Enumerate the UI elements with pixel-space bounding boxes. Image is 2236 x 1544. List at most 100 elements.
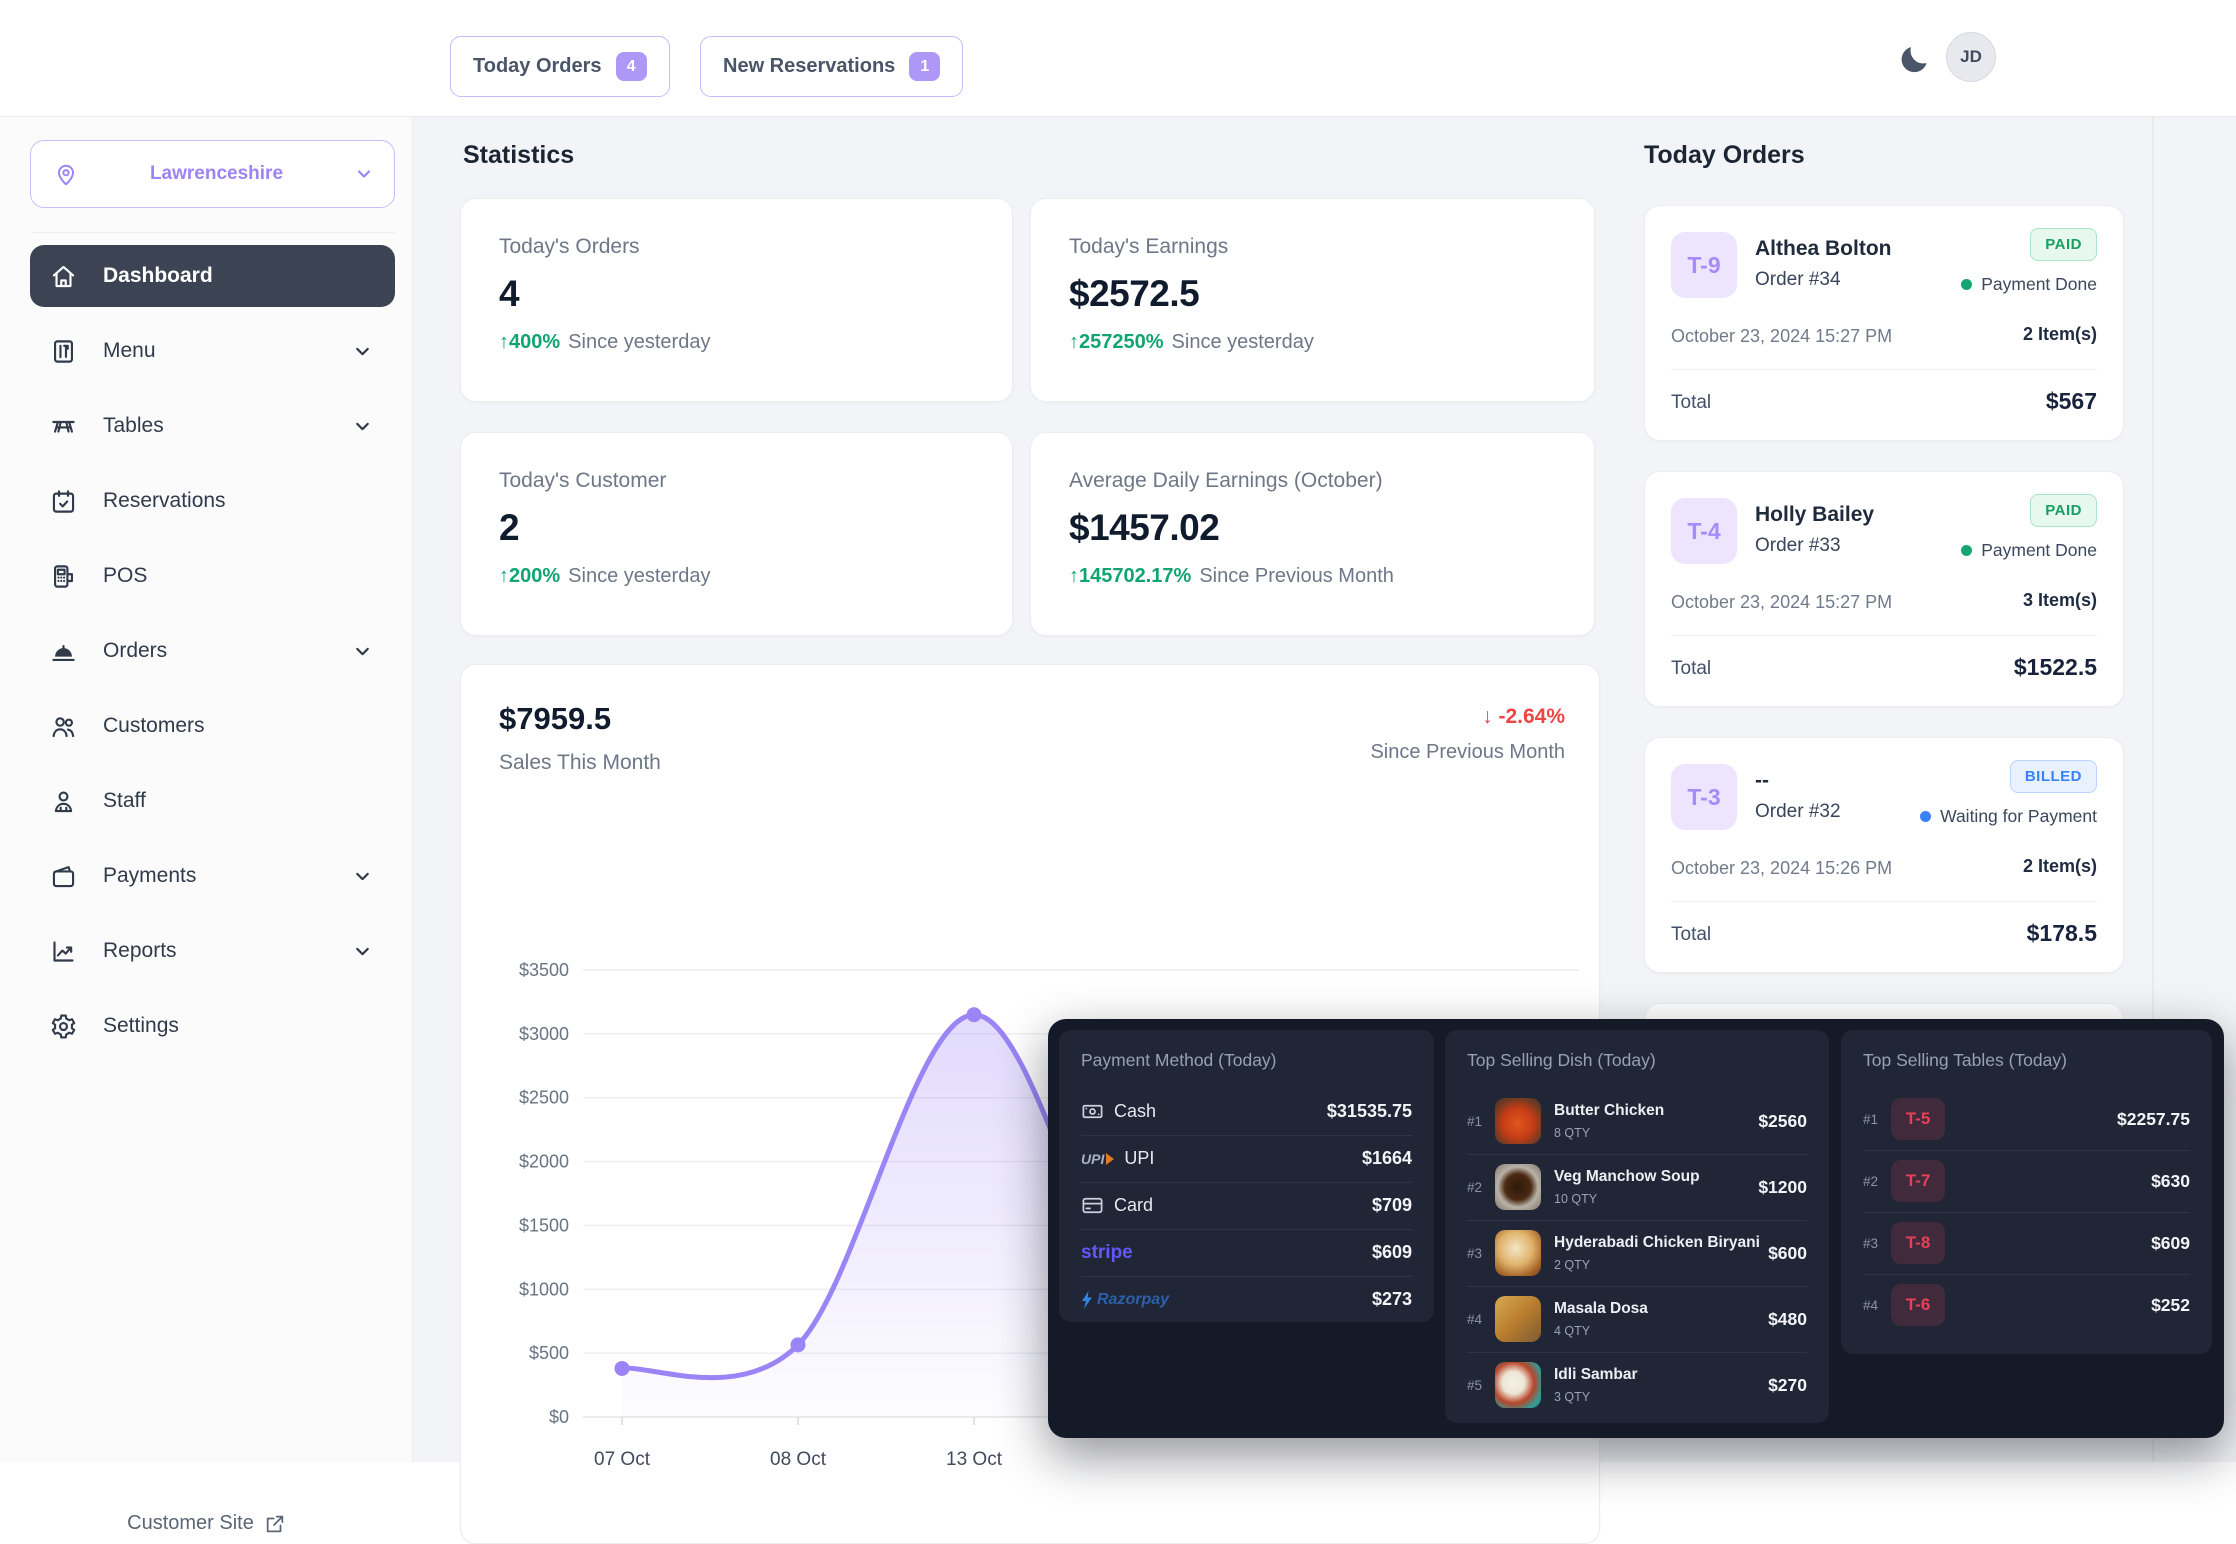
scrollbar[interactable] xyxy=(2152,65,2154,1462)
sidebar-item-label: Menu xyxy=(103,339,156,362)
sidebar-item-reservations[interactable]: Reservations xyxy=(30,470,395,532)
order-total-label: Total xyxy=(1671,658,1712,679)
top-table-row: #1 T-5 $2257.75 xyxy=(1863,1088,2190,1150)
sidebar-item-menu[interactable]: Menu xyxy=(30,320,395,382)
table-rank: #2 xyxy=(1863,1173,1879,1189)
today-orders-button[interactable]: Today Orders 4 xyxy=(450,36,670,97)
sidebar-divider xyxy=(30,232,395,233)
dish-rank: #5 xyxy=(1467,1377,1483,1393)
row-divider xyxy=(1081,1229,1412,1230)
table-value: $609 xyxy=(2151,1232,2190,1253)
today-orders-button-label: Today Orders xyxy=(473,55,602,77)
top-selling-dish-title: Top Selling Dish (Today) xyxy=(1467,1050,1656,1070)
dark-mode-moon-icon[interactable] xyxy=(1898,42,1932,76)
order-card-2[interactable]: T-3 -- Order #32 BILLED Waiting for Payment O… xyxy=(1644,737,2124,973)
sidebar-nav: Dashboard Menu Tables Reservations POS Orders… xyxy=(30,245,395,1057)
dish-qty: 8 QTY xyxy=(1554,1126,1591,1140)
new-reservations-button[interactable]: New Reservations 1 xyxy=(700,36,964,97)
statistics-heading: Statistics xyxy=(463,141,575,169)
sales-month-label: Sales This Month xyxy=(499,751,661,774)
dish-image xyxy=(1495,1164,1541,1210)
top-dish-row: #4 Masala Dosa 4 QTY $480 xyxy=(1467,1286,1807,1352)
sidebar-item-label: Orders xyxy=(103,639,168,662)
status-badge: PAID xyxy=(2030,494,2097,527)
users-icon xyxy=(50,713,77,740)
order-date: October 23, 2024 15:27 PM xyxy=(1671,592,1893,612)
payment-status: Payment Done xyxy=(1961,540,2097,561)
gear-icon xyxy=(50,1013,77,1040)
table-value: $2257.75 xyxy=(2117,1108,2190,1129)
dish-image xyxy=(1495,1098,1541,1144)
top-selling-tables-title: Top Selling Tables (Today) xyxy=(1863,1050,2067,1070)
dish-name: Veg Manchow Soup xyxy=(1554,1168,1700,1185)
order-card-divider xyxy=(1671,901,2097,902)
row-divider xyxy=(1081,1182,1412,1183)
sidebar-item-label: Staff xyxy=(103,789,146,812)
order-card-0[interactable]: T-9 Althea Bolton Order #34 PAID Payment Don… xyxy=(1644,205,2124,441)
chevron-down-icon xyxy=(352,341,373,362)
delta-up-arrow-icon: ↑257250% xyxy=(1069,331,1164,353)
dish-value: $600 xyxy=(1768,1242,1807,1263)
dish-name: Butter Chicken xyxy=(1554,1102,1665,1119)
sidebar-item-tables[interactable]: Tables xyxy=(30,395,395,457)
payment-method-label: Card xyxy=(1114,1195,1154,1215)
row-divider xyxy=(1467,1220,1807,1221)
order-date: October 23, 2024 15:27 PM xyxy=(1671,326,1893,346)
top-selling-dish-panel: Top Selling Dish (Today) #1 Butter Chicke… xyxy=(1445,1030,1829,1423)
order-total-value: $178.5 xyxy=(2026,920,2097,946)
svg-text:07 Oct: 07 Oct xyxy=(594,1449,651,1470)
payment-status-text: Waiting for Payment xyxy=(1940,806,2097,826)
stripe-logo: stripe xyxy=(1081,1241,1133,1263)
avatar[interactable]: JD xyxy=(1946,32,1996,82)
dish-info: Butter Chicken 8 QTY xyxy=(1554,1102,1664,1140)
payment-method-value: $609 xyxy=(1371,1242,1412,1262)
dish-rank: #1 xyxy=(1467,1113,1483,1129)
location-selector[interactable]: Lawrenceshire xyxy=(30,140,395,208)
sidebar-item-pos[interactable]: POS xyxy=(30,545,395,607)
row-divider xyxy=(1863,1150,2190,1151)
customer-site-link[interactable]: Customer Site xyxy=(0,1512,413,1535)
upi-logo: UPI xyxy=(1081,1151,1115,1167)
delta-up-arrow-icon: ↑200% xyxy=(499,565,561,587)
razorpay-logo: Razorpay xyxy=(1081,1290,1169,1309)
payment-method-value: $31535.75 xyxy=(1326,1101,1412,1121)
sidebar-item-staff[interactable]: Staff xyxy=(30,770,395,832)
new-reservations-button-label: New Reservations xyxy=(723,55,896,77)
order-card-1[interactable]: T-4 Holly Bailey Order #33 PAID Payment Done… xyxy=(1644,471,2124,707)
customer-name: Holly Bailey xyxy=(1755,503,1875,526)
dish-name: Hyderabadi Chicken Biryani xyxy=(1554,1234,1760,1251)
dish-image xyxy=(1495,1230,1541,1276)
dish-image xyxy=(1495,1296,1541,1342)
order-card-divider xyxy=(1671,635,2097,636)
sidebar-item-orders[interactable]: Orders xyxy=(30,620,395,682)
customer-site-label: Customer Site xyxy=(127,1512,254,1534)
sidebar-item-dashboard[interactable]: Dashboard xyxy=(30,245,395,307)
payment-method-value: $273 xyxy=(1371,1289,1412,1309)
table-badge: T-7 xyxy=(1891,1160,1945,1202)
sidebar-item-label: Dashboard xyxy=(103,264,213,287)
chevron-down-icon xyxy=(352,866,373,887)
table-badge: T-5 xyxy=(1891,1098,1945,1140)
stat-value: $1457.02 xyxy=(1069,507,1220,548)
dish-info: Hyderabadi Chicken Biryani 2 QTY xyxy=(1554,1234,1760,1272)
sidebar-item-payments[interactable]: Payments xyxy=(30,845,395,907)
chevron-down-icon xyxy=(352,641,373,662)
sidebar-item-settings[interactable]: Settings xyxy=(30,995,395,1057)
table-rank: #3 xyxy=(1863,1235,1879,1251)
payment-status: Payment Done xyxy=(1961,274,2097,295)
sidebar: Lawrenceshire Dashboard Menu Tables Reserva… xyxy=(0,117,413,1534)
sidebar-item-label: Settings xyxy=(103,1014,179,1037)
location-pin-icon xyxy=(53,161,79,187)
svg-text:08 Oct: 08 Oct xyxy=(770,1449,827,1470)
row-divider xyxy=(1467,1286,1807,1287)
svg-text:13 Oct: 13 Oct xyxy=(946,1449,1003,1470)
home-icon xyxy=(50,263,77,290)
sidebar-item-customers[interactable]: Customers xyxy=(30,695,395,757)
stat-label: Today's Orders xyxy=(499,235,640,258)
sidebar-item-reports[interactable]: Reports xyxy=(30,920,395,982)
payment-method-panel: Payment Method (Today) Cash $31535.75 UPI U… xyxy=(1059,1030,1434,1322)
row-divider xyxy=(1467,1352,1807,1353)
dish-rank: #4 xyxy=(1467,1311,1483,1327)
payment-method-value: $1664 xyxy=(1361,1148,1412,1168)
stat-label: Today's Earnings xyxy=(1069,235,1229,258)
